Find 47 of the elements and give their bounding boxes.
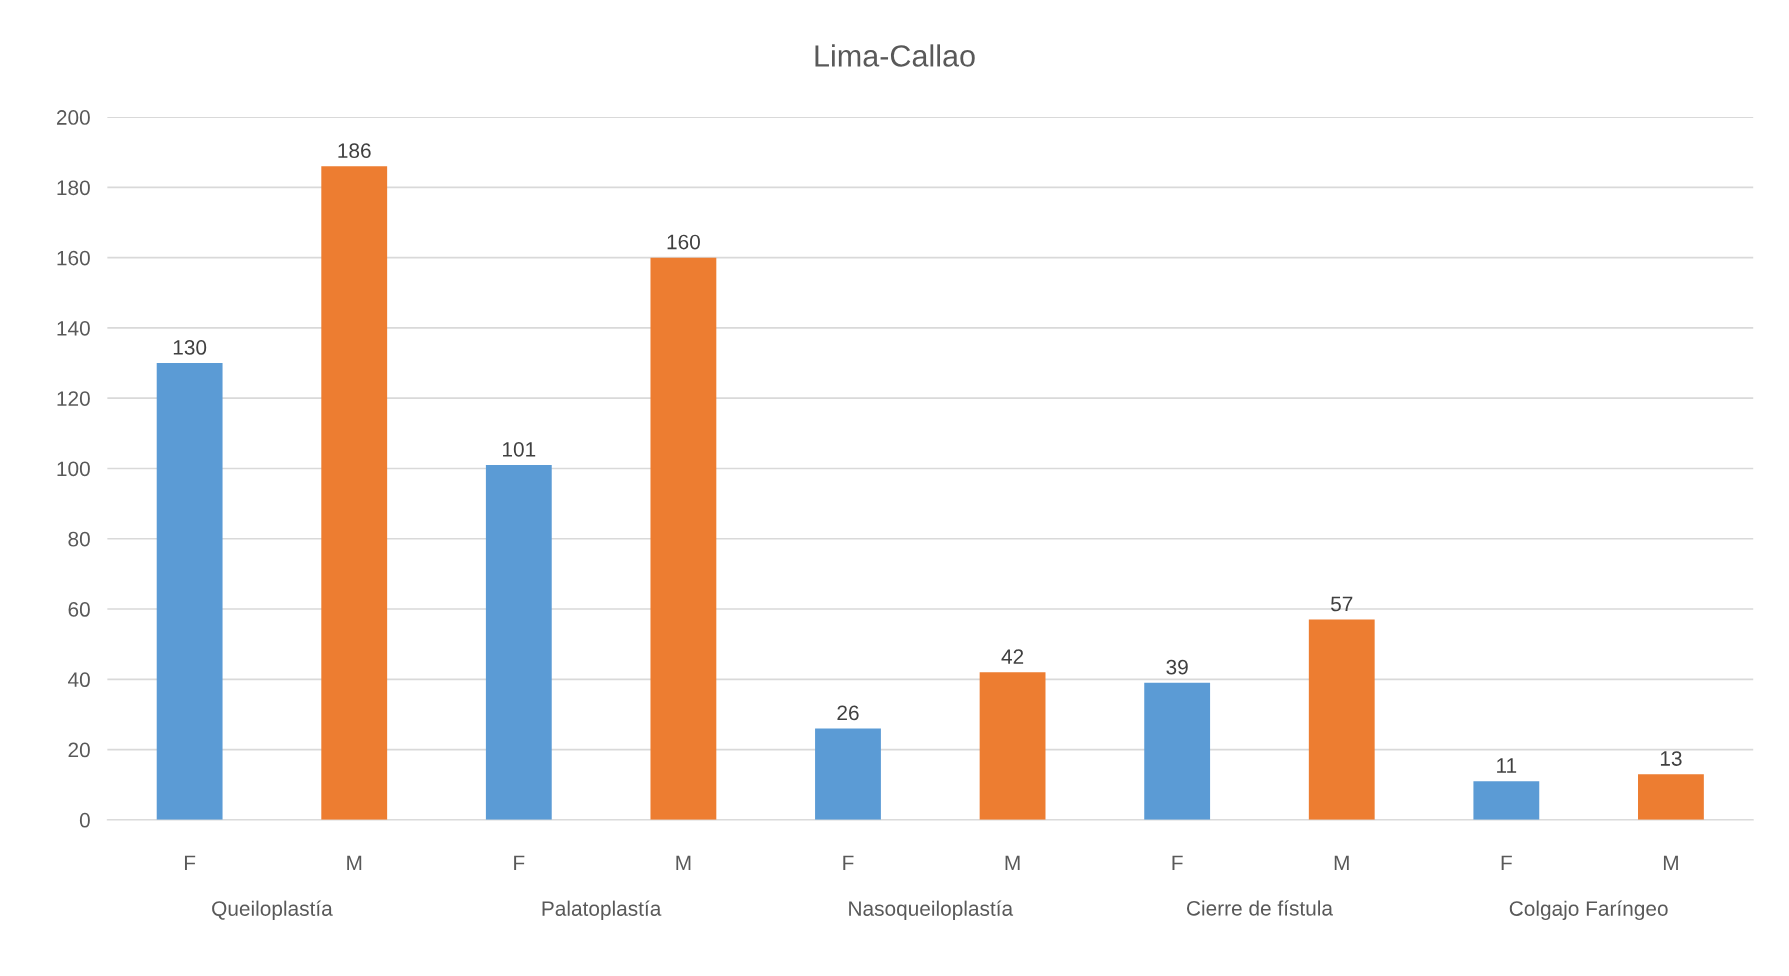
y-tick-label: 40 <box>67 672 90 688</box>
y-tick-label: 100 <box>57 461 90 477</box>
y-tick-label: 120 <box>57 391 90 406</box>
y-tick-label: 80 <box>68 531 90 547</box>
data-label: 160 <box>667 234 700 250</box>
y-tick-label: 0 <box>79 812 90 828</box>
text: M <box>1334 855 1349 871</box>
bar <box>1308 619 1375 820</box>
text: F <box>514 855 525 871</box>
text: F <box>843 855 854 871</box>
x-tick-label: Cierre de fístula <box>1186 900 1333 916</box>
data-label: 130 <box>173 340 207 355</box>
text: F <box>1172 855 1183 871</box>
data-label: 57 <box>1331 596 1353 612</box>
text: M <box>1663 855 1678 871</box>
data-label: 42 <box>1001 649 1024 664</box>
data-label: 186 <box>338 143 371 159</box>
series-label: F <box>184 855 196 871</box>
y-tick-label: 20 <box>68 742 90 758</box>
x-tick-label: Colgajo Faríngeo <box>1509 900 1668 921</box>
x-tick-label: Nasoqueiloplastía <box>849 900 1014 921</box>
bar <box>485 464 552 820</box>
chart-title: Lima-Callao <box>815 44 975 67</box>
y-tick-label: 140 <box>57 320 90 336</box>
y-tick-label: 200 <box>56 110 90 125</box>
y-tick-label: 180 <box>57 180 90 196</box>
text: M <box>1005 855 1020 871</box>
text: M <box>676 855 691 871</box>
bar <box>979 672 1046 820</box>
data-label: 26 <box>837 705 859 721</box>
data-label: 13 <box>1660 751 1682 766</box>
bar <box>650 257 717 820</box>
x-tick-label: Queiloplastía <box>212 900 333 921</box>
bar <box>1144 682 1211 820</box>
bar <box>815 728 881 820</box>
bar <box>156 363 223 820</box>
text: F <box>1501 855 1512 871</box>
y-tick-label: 160 <box>57 250 90 266</box>
data-label: 39 <box>1166 659 1188 675</box>
x-tick-label: Palatoplastía <box>542 900 662 921</box>
y-tick-label: 60 <box>68 602 90 617</box>
bar <box>321 166 388 820</box>
bar <box>1473 781 1540 820</box>
bar <box>1638 774 1704 820</box>
data-label: 11 <box>1497 758 1517 773</box>
data-label: 101 <box>503 441 536 457</box>
series-label: M <box>347 855 362 871</box>
